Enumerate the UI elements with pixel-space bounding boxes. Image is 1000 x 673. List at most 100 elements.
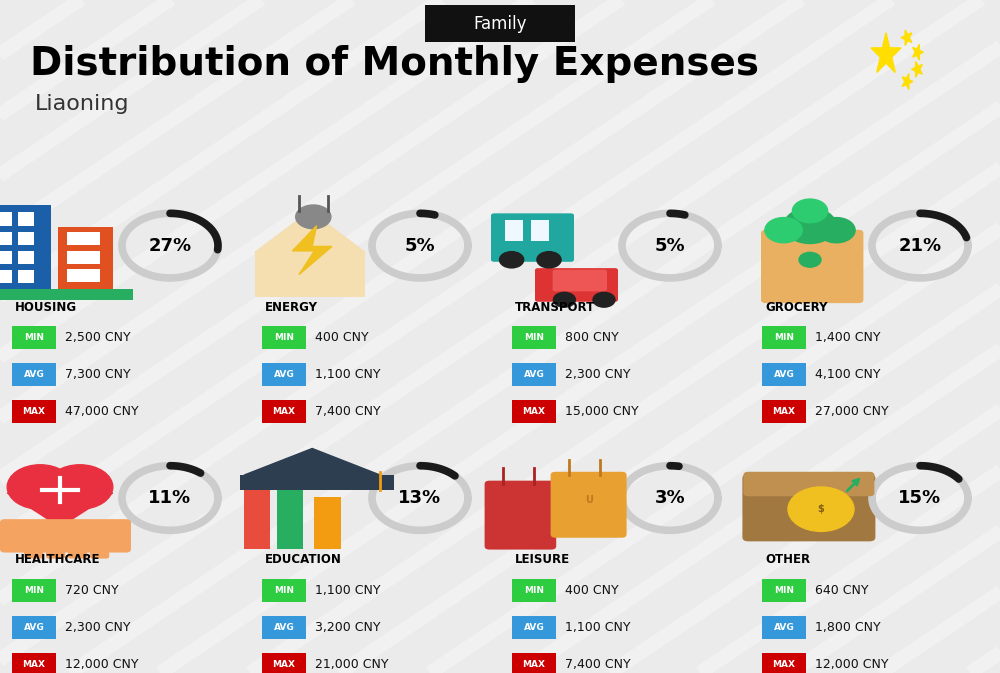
- Polygon shape: [902, 73, 913, 90]
- Text: OTHER: OTHER: [765, 553, 810, 566]
- Text: Distribution of Monthly Expenses: Distribution of Monthly Expenses: [30, 45, 759, 83]
- FancyBboxPatch shape: [762, 616, 806, 639]
- Text: 15,000 CNY: 15,000 CNY: [565, 405, 639, 419]
- Text: 7,400 CNY: 7,400 CNY: [315, 405, 381, 419]
- FancyBboxPatch shape: [762, 653, 806, 673]
- FancyBboxPatch shape: [551, 472, 627, 538]
- Text: 1,100 CNY: 1,100 CNY: [315, 368, 380, 382]
- Text: 21%: 21%: [898, 237, 942, 254]
- FancyBboxPatch shape: [425, 5, 575, 42]
- Text: HEALTHCARE: HEALTHCARE: [15, 553, 100, 566]
- Text: 15%: 15%: [898, 489, 942, 507]
- FancyBboxPatch shape: [244, 483, 270, 549]
- Polygon shape: [7, 493, 113, 527]
- Circle shape: [799, 252, 821, 267]
- FancyBboxPatch shape: [512, 326, 556, 349]
- Circle shape: [788, 487, 854, 532]
- Text: 5%: 5%: [405, 237, 435, 254]
- Text: 1,800 CNY: 1,800 CNY: [815, 621, 881, 634]
- Polygon shape: [871, 33, 901, 73]
- Text: 27%: 27%: [148, 237, 192, 254]
- Text: AVG: AVG: [524, 623, 544, 632]
- Circle shape: [792, 199, 828, 223]
- Text: Liaoning: Liaoning: [35, 94, 130, 114]
- Text: 3%: 3%: [655, 489, 685, 507]
- Text: EDUCATION: EDUCATION: [265, 553, 342, 566]
- FancyBboxPatch shape: [512, 653, 556, 673]
- FancyBboxPatch shape: [262, 400, 306, 423]
- FancyBboxPatch shape: [262, 616, 306, 639]
- Text: MAX: MAX: [22, 660, 46, 669]
- FancyBboxPatch shape: [0, 232, 12, 245]
- FancyBboxPatch shape: [512, 579, 556, 602]
- Circle shape: [593, 292, 615, 307]
- FancyBboxPatch shape: [0, 213, 12, 225]
- FancyBboxPatch shape: [0, 519, 131, 553]
- Text: 11%: 11%: [148, 489, 192, 507]
- FancyBboxPatch shape: [535, 268, 618, 302]
- FancyBboxPatch shape: [18, 270, 34, 283]
- Text: AVG: AVG: [24, 370, 44, 380]
- Circle shape: [499, 252, 524, 268]
- FancyBboxPatch shape: [277, 490, 303, 549]
- Text: 1,100 CNY: 1,100 CNY: [315, 583, 380, 597]
- FancyBboxPatch shape: [18, 251, 34, 264]
- Circle shape: [7, 465, 73, 509]
- Text: 400 CNY: 400 CNY: [315, 331, 369, 345]
- FancyBboxPatch shape: [12, 326, 56, 349]
- Text: MIN: MIN: [524, 333, 544, 343]
- FancyBboxPatch shape: [0, 205, 51, 294]
- Text: 3,200 CNY: 3,200 CNY: [315, 621, 380, 634]
- Text: 2,300 CNY: 2,300 CNY: [65, 621, 130, 634]
- Text: 1,100 CNY: 1,100 CNY: [565, 621, 631, 634]
- FancyBboxPatch shape: [762, 579, 806, 602]
- FancyBboxPatch shape: [512, 616, 556, 639]
- Circle shape: [537, 252, 561, 268]
- Text: MIN: MIN: [774, 586, 794, 595]
- Text: MAX: MAX: [273, 407, 296, 417]
- Text: 7,300 CNY: 7,300 CNY: [65, 368, 131, 382]
- FancyBboxPatch shape: [553, 270, 607, 291]
- FancyBboxPatch shape: [18, 232, 34, 245]
- FancyBboxPatch shape: [0, 251, 12, 264]
- FancyBboxPatch shape: [742, 474, 875, 541]
- Circle shape: [47, 465, 113, 509]
- FancyBboxPatch shape: [12, 579, 56, 602]
- FancyBboxPatch shape: [262, 579, 306, 602]
- Polygon shape: [255, 211, 365, 252]
- FancyBboxPatch shape: [262, 653, 306, 673]
- Circle shape: [818, 217, 855, 243]
- Text: AVG: AVG: [774, 623, 794, 632]
- Text: MAX: MAX: [522, 660, 546, 669]
- Text: 400 CNY: 400 CNY: [565, 583, 619, 597]
- FancyBboxPatch shape: [262, 326, 306, 349]
- Text: AVG: AVG: [274, 623, 294, 632]
- Text: AVG: AVG: [24, 623, 44, 632]
- FancyBboxPatch shape: [24, 542, 43, 559]
- Text: MAX: MAX: [22, 407, 46, 417]
- FancyBboxPatch shape: [90, 542, 109, 559]
- FancyBboxPatch shape: [67, 269, 100, 282]
- Polygon shape: [901, 30, 912, 46]
- FancyBboxPatch shape: [762, 363, 806, 386]
- Text: MIN: MIN: [24, 586, 44, 595]
- Text: 13%: 13%: [398, 489, 442, 507]
- FancyBboxPatch shape: [12, 363, 56, 386]
- FancyBboxPatch shape: [58, 227, 113, 294]
- Text: 21,000 CNY: 21,000 CNY: [315, 658, 388, 671]
- FancyBboxPatch shape: [68, 542, 87, 559]
- FancyBboxPatch shape: [761, 229, 863, 303]
- FancyBboxPatch shape: [67, 232, 100, 245]
- Text: AVG: AVG: [274, 370, 294, 380]
- Text: 4,100 CNY: 4,100 CNY: [815, 368, 881, 382]
- FancyBboxPatch shape: [262, 363, 306, 386]
- Text: 5%: 5%: [655, 237, 685, 254]
- Text: 27,000 CNY: 27,000 CNY: [815, 405, 889, 419]
- FancyBboxPatch shape: [46, 542, 65, 559]
- Circle shape: [553, 292, 575, 307]
- Text: 47,000 CNY: 47,000 CNY: [65, 405, 139, 419]
- Text: MIN: MIN: [274, 333, 294, 343]
- Text: ENERGY: ENERGY: [265, 301, 318, 314]
- FancyBboxPatch shape: [512, 363, 556, 386]
- Text: AVG: AVG: [524, 370, 544, 380]
